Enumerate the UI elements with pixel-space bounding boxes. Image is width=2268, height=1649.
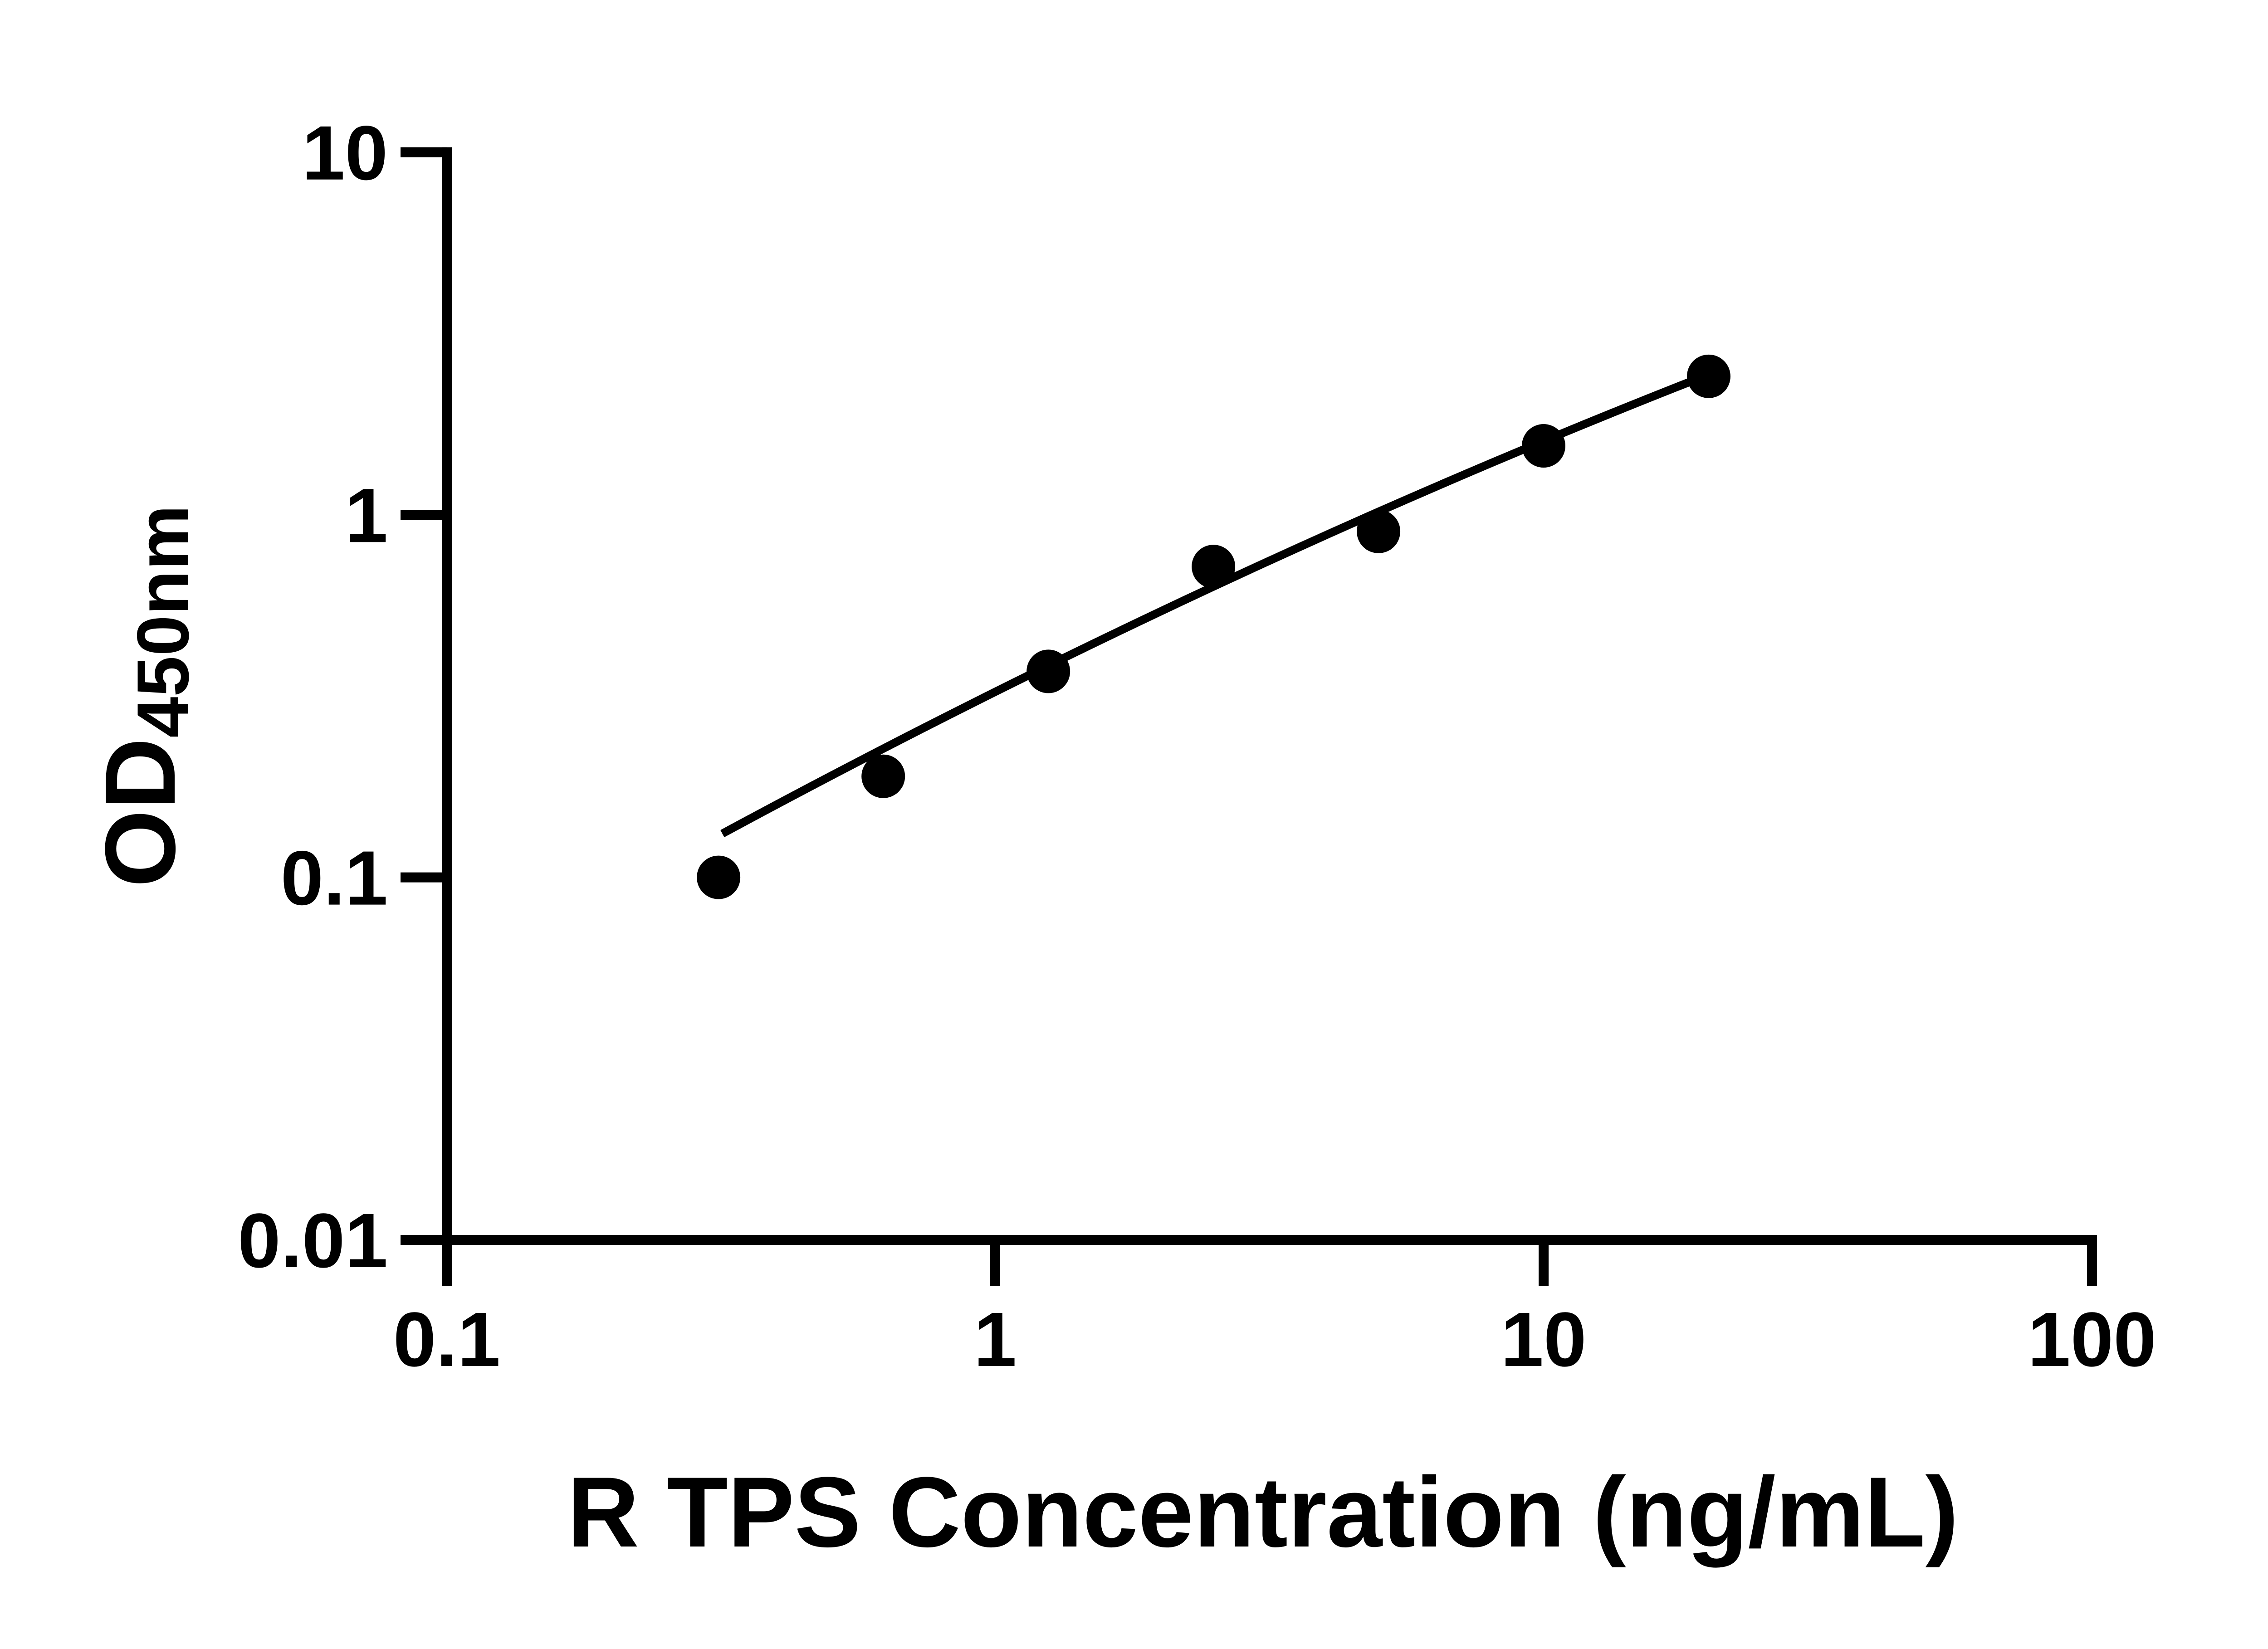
y-tick-label: 0.01	[238, 1198, 388, 1284]
data-point	[697, 855, 741, 899]
tick-marks	[401, 147, 2097, 1286]
y-axis-title-subscript: 450nm	[122, 505, 204, 737]
x-tick-label: 0.1	[393, 1297, 500, 1383]
y-tick-label: 10	[302, 110, 388, 196]
data-point	[1192, 545, 1236, 589]
x-tick-label: 100	[2028, 1297, 2156, 1383]
y-axis-title-main: OD	[84, 738, 196, 888]
data-point	[1686, 354, 1730, 398]
data-point	[1522, 424, 1565, 468]
x-axis-title: R TPS Concentration (ng/mL)	[567, 1456, 1959, 1568]
data-point	[1357, 509, 1401, 553]
x-tick-label: 10	[1501, 1297, 1586, 1383]
y-tick-label: 1	[345, 473, 388, 559]
x-tick-label: 1	[974, 1297, 1017, 1383]
data-point	[1026, 649, 1070, 693]
axes	[401, 147, 2097, 1245]
data-points-group	[697, 354, 1730, 899]
y-tick-label: 0.1	[281, 835, 388, 922]
data-point	[861, 754, 905, 798]
y-axis-title: OD450nm	[84, 505, 204, 887]
